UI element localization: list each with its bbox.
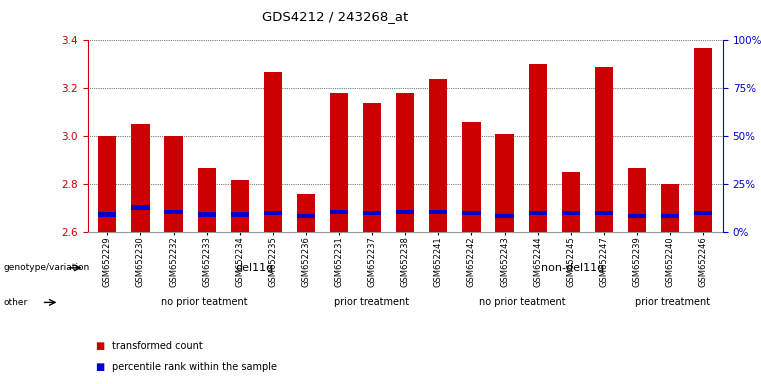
Bar — [231, 212, 249, 217]
Bar — [164, 136, 183, 232]
Bar — [297, 194, 315, 232]
Bar — [132, 124, 150, 232]
Text: prior treatment: prior treatment — [334, 297, 409, 308]
Bar — [264, 71, 282, 232]
Bar — [628, 167, 646, 232]
Bar — [562, 172, 580, 232]
Bar — [463, 122, 480, 232]
Bar — [594, 211, 613, 215]
Bar — [396, 93, 414, 232]
Bar — [231, 180, 249, 232]
Bar — [528, 211, 546, 215]
Bar — [297, 214, 315, 218]
Bar — [330, 210, 348, 214]
Bar — [363, 103, 381, 232]
Text: other: other — [4, 298, 28, 307]
Bar — [463, 211, 480, 215]
Text: percentile rank within the sample: percentile rank within the sample — [112, 362, 277, 372]
Bar — [363, 211, 381, 215]
Bar — [495, 134, 514, 232]
Bar — [661, 214, 679, 218]
Bar — [562, 211, 580, 215]
Bar — [164, 210, 183, 214]
Text: transformed count: transformed count — [112, 341, 202, 351]
Text: ■: ■ — [95, 341, 104, 351]
Bar — [396, 210, 414, 214]
Text: GDS4212 / 243268_at: GDS4212 / 243268_at — [262, 10, 408, 23]
Text: no prior teatment: no prior teatment — [479, 297, 565, 308]
Bar — [429, 210, 447, 214]
Bar — [528, 65, 546, 232]
Bar — [429, 79, 447, 232]
Bar — [628, 214, 646, 218]
Text: genotype/variation: genotype/variation — [4, 263, 90, 272]
Bar — [132, 205, 150, 210]
Bar — [594, 67, 613, 232]
Text: prior treatment: prior treatment — [635, 297, 710, 308]
Bar — [661, 184, 679, 232]
Bar — [694, 48, 712, 232]
Bar — [330, 93, 348, 232]
Bar — [98, 136, 116, 232]
Text: no prior teatment: no prior teatment — [161, 297, 248, 308]
Bar — [198, 212, 216, 217]
Bar — [264, 211, 282, 215]
Bar — [694, 211, 712, 215]
Bar — [98, 212, 116, 217]
Bar — [198, 167, 216, 232]
Text: del11q: del11q — [236, 263, 274, 273]
Text: ■: ■ — [95, 362, 104, 372]
Bar — [495, 214, 514, 218]
Text: non-del11q: non-del11q — [541, 263, 604, 273]
